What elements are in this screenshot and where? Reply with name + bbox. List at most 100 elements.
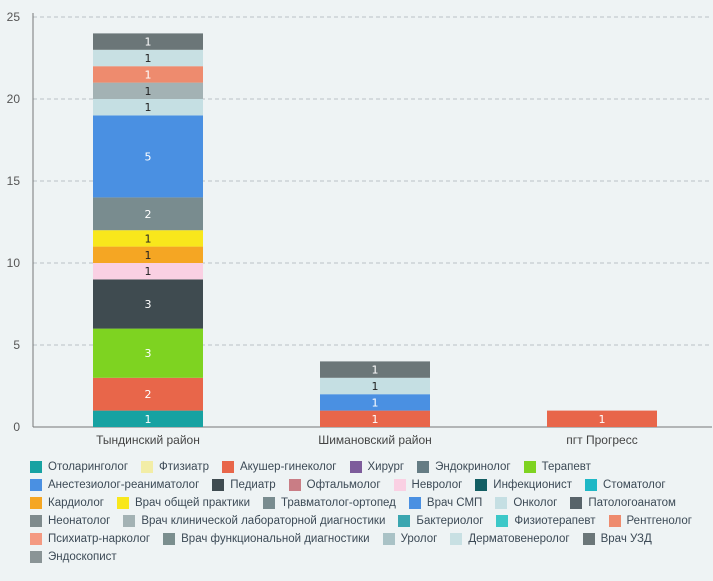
legend-label: Дерматовенеролог (468, 533, 570, 545)
bar-value-label: 2 (145, 388, 152, 401)
bar-value-label: 1 (145, 68, 152, 81)
legend-swatch (163, 533, 176, 545)
legend-item[interactable]: Эндокринолог (417, 458, 511, 476)
legend-item[interactable]: Неонатолог (30, 512, 110, 530)
legend-item[interactable]: Врач функциональной диагностики (163, 530, 370, 548)
legend-item[interactable]: Офтальмолог (288, 476, 381, 494)
legend-label: Фтизиатр (159, 461, 209, 473)
bar-segment[interactable] (320, 377, 430, 395)
bar-segment[interactable] (93, 279, 203, 329)
bar-value-label: 5 (145, 150, 152, 163)
legend-label: Врач функциональной диагностики (181, 533, 370, 545)
bar-segment[interactable] (93, 33, 203, 50)
legend-item[interactable]: Рентгенолог (608, 512, 692, 530)
legend-item[interactable]: Врач УЗД (582, 530, 652, 548)
bar-value-label: 3 (145, 347, 152, 360)
bar-segment[interactable] (93, 230, 203, 247)
legend-swatch (417, 461, 430, 473)
legend-item[interactable]: Врач клинической лабораторной диагностик… (123, 512, 385, 530)
bar-segment[interactable] (320, 361, 430, 378)
legend-item[interactable]: Дерматовенеролог (450, 530, 570, 548)
legend-swatch (450, 533, 463, 545)
y-tick-label: 10 (7, 256, 21, 270)
legend-item[interactable]: Инфекционист (475, 476, 572, 494)
legend-label: Инфекционист (493, 479, 572, 491)
legend-item[interactable]: Кардиолог (30, 494, 104, 512)
bar-value-label: 1 (372, 380, 379, 393)
legend-label: Врач СМП (426, 497, 483, 509)
bar-value-label: 1 (372, 364, 379, 377)
y-tick-label: 5 (13, 338, 20, 352)
legend-item[interactable]: Патологоанатом (570, 494, 676, 512)
legend-swatch (141, 461, 154, 473)
bar-segment[interactable] (547, 410, 657, 427)
bars (93, 33, 657, 427)
legend-label: Терапевт (541, 461, 591, 473)
legend-label: Уролог (400, 533, 438, 545)
y-tick-label: 15 (7, 174, 21, 188)
legend-item[interactable]: Акушер-гинеколог (221, 458, 337, 476)
bar-value-label: 1 (145, 265, 152, 278)
legend-item[interactable]: Анестезиолог-реаниматолог (30, 476, 199, 494)
legend-swatch (263, 497, 275, 509)
bar-segment[interactable] (93, 377, 203, 411)
legend-item[interactable]: Терапевт (523, 458, 591, 476)
legend-item[interactable]: Эндоскопист (30, 548, 117, 566)
legend-label: Рентгенолог (626, 515, 692, 527)
legend-swatch (393, 479, 406, 491)
legend-item[interactable]: Фтизиатр (141, 458, 209, 476)
bar-segment[interactable] (93, 263, 203, 280)
data-labels: 1 2 3 3 1 1 1 2 5 1 1 1 1 1 1 1 1 1 1 (145, 36, 606, 426)
legend-item[interactable]: Отоларинголог (30, 458, 128, 476)
x-category-label: Тындинский район (96, 433, 200, 447)
legend-label: Кардиолог (48, 497, 104, 509)
legend-label: Бактериолог (416, 515, 484, 527)
bar-segment[interactable] (320, 410, 430, 427)
bar-value-label: 3 (145, 298, 152, 311)
legend-label: Эндокринолог (435, 461, 511, 473)
legend-label: Неонатолог (48, 515, 111, 527)
legend-item[interactable]: Уролог (382, 530, 438, 548)
bar-segment[interactable] (93, 66, 203, 83)
bar-segment[interactable] (93, 246, 203, 263)
bar-value-label: 1 (372, 396, 379, 409)
bar-segment[interactable] (93, 328, 203, 378)
legend: Отоларинголог Фтизиатр Акушер-гинеколог Хир… (30, 458, 710, 566)
bar-value-label: 2 (145, 208, 152, 221)
legend-swatch (495, 497, 508, 509)
bar-segment[interactable] (93, 82, 203, 99)
legend-label: Анестезиолог-реаниматолог (48, 479, 200, 491)
legend-swatch (408, 497, 421, 509)
bar-segment[interactable] (93, 99, 203, 116)
legend-item[interactable]: Физиотерапевт (496, 512, 596, 530)
legend-swatch (30, 533, 42, 545)
bar-segment[interactable] (93, 410, 203, 427)
bar-segment[interactable] (93, 49, 203, 67)
legend-item[interactable]: Врач общей практики (116, 494, 250, 512)
bar-segment[interactable] (93, 197, 203, 231)
legend-label: Врач УЗД (600, 533, 652, 545)
legend-swatch (30, 479, 42, 491)
bar-segment[interactable] (320, 394, 430, 411)
legend-item[interactable]: Онколог (495, 494, 557, 512)
bar-segment[interactable] (93, 115, 203, 198)
legend-item[interactable]: Психиатр-нарколог (30, 530, 150, 548)
legend-swatch (608, 515, 621, 527)
legend-label: Хирург (367, 461, 405, 473)
legend-item[interactable]: Стоматолог (585, 476, 666, 494)
y-tick-label: 25 (7, 10, 21, 24)
legend-item[interactable]: Травматолог-ортопед (263, 494, 396, 512)
legend-item[interactable]: Хирург (349, 458, 405, 476)
legend-item[interactable]: Врач СМП (408, 494, 483, 512)
legend-item[interactable]: Бактериолог (398, 512, 483, 530)
legend-swatch (585, 479, 597, 491)
legend-swatch (30, 515, 42, 527)
legend-swatch (221, 461, 234, 473)
x-category-label: Шимановский район (318, 433, 432, 447)
legend-swatch (523, 461, 536, 473)
legend-item[interactable]: Невролог (393, 476, 462, 494)
bar-value-label: 1 (145, 36, 152, 49)
legend-swatch (475, 479, 488, 491)
bar-value-label: 1 (145, 232, 152, 245)
legend-item[interactable]: Педиатр (212, 476, 276, 494)
